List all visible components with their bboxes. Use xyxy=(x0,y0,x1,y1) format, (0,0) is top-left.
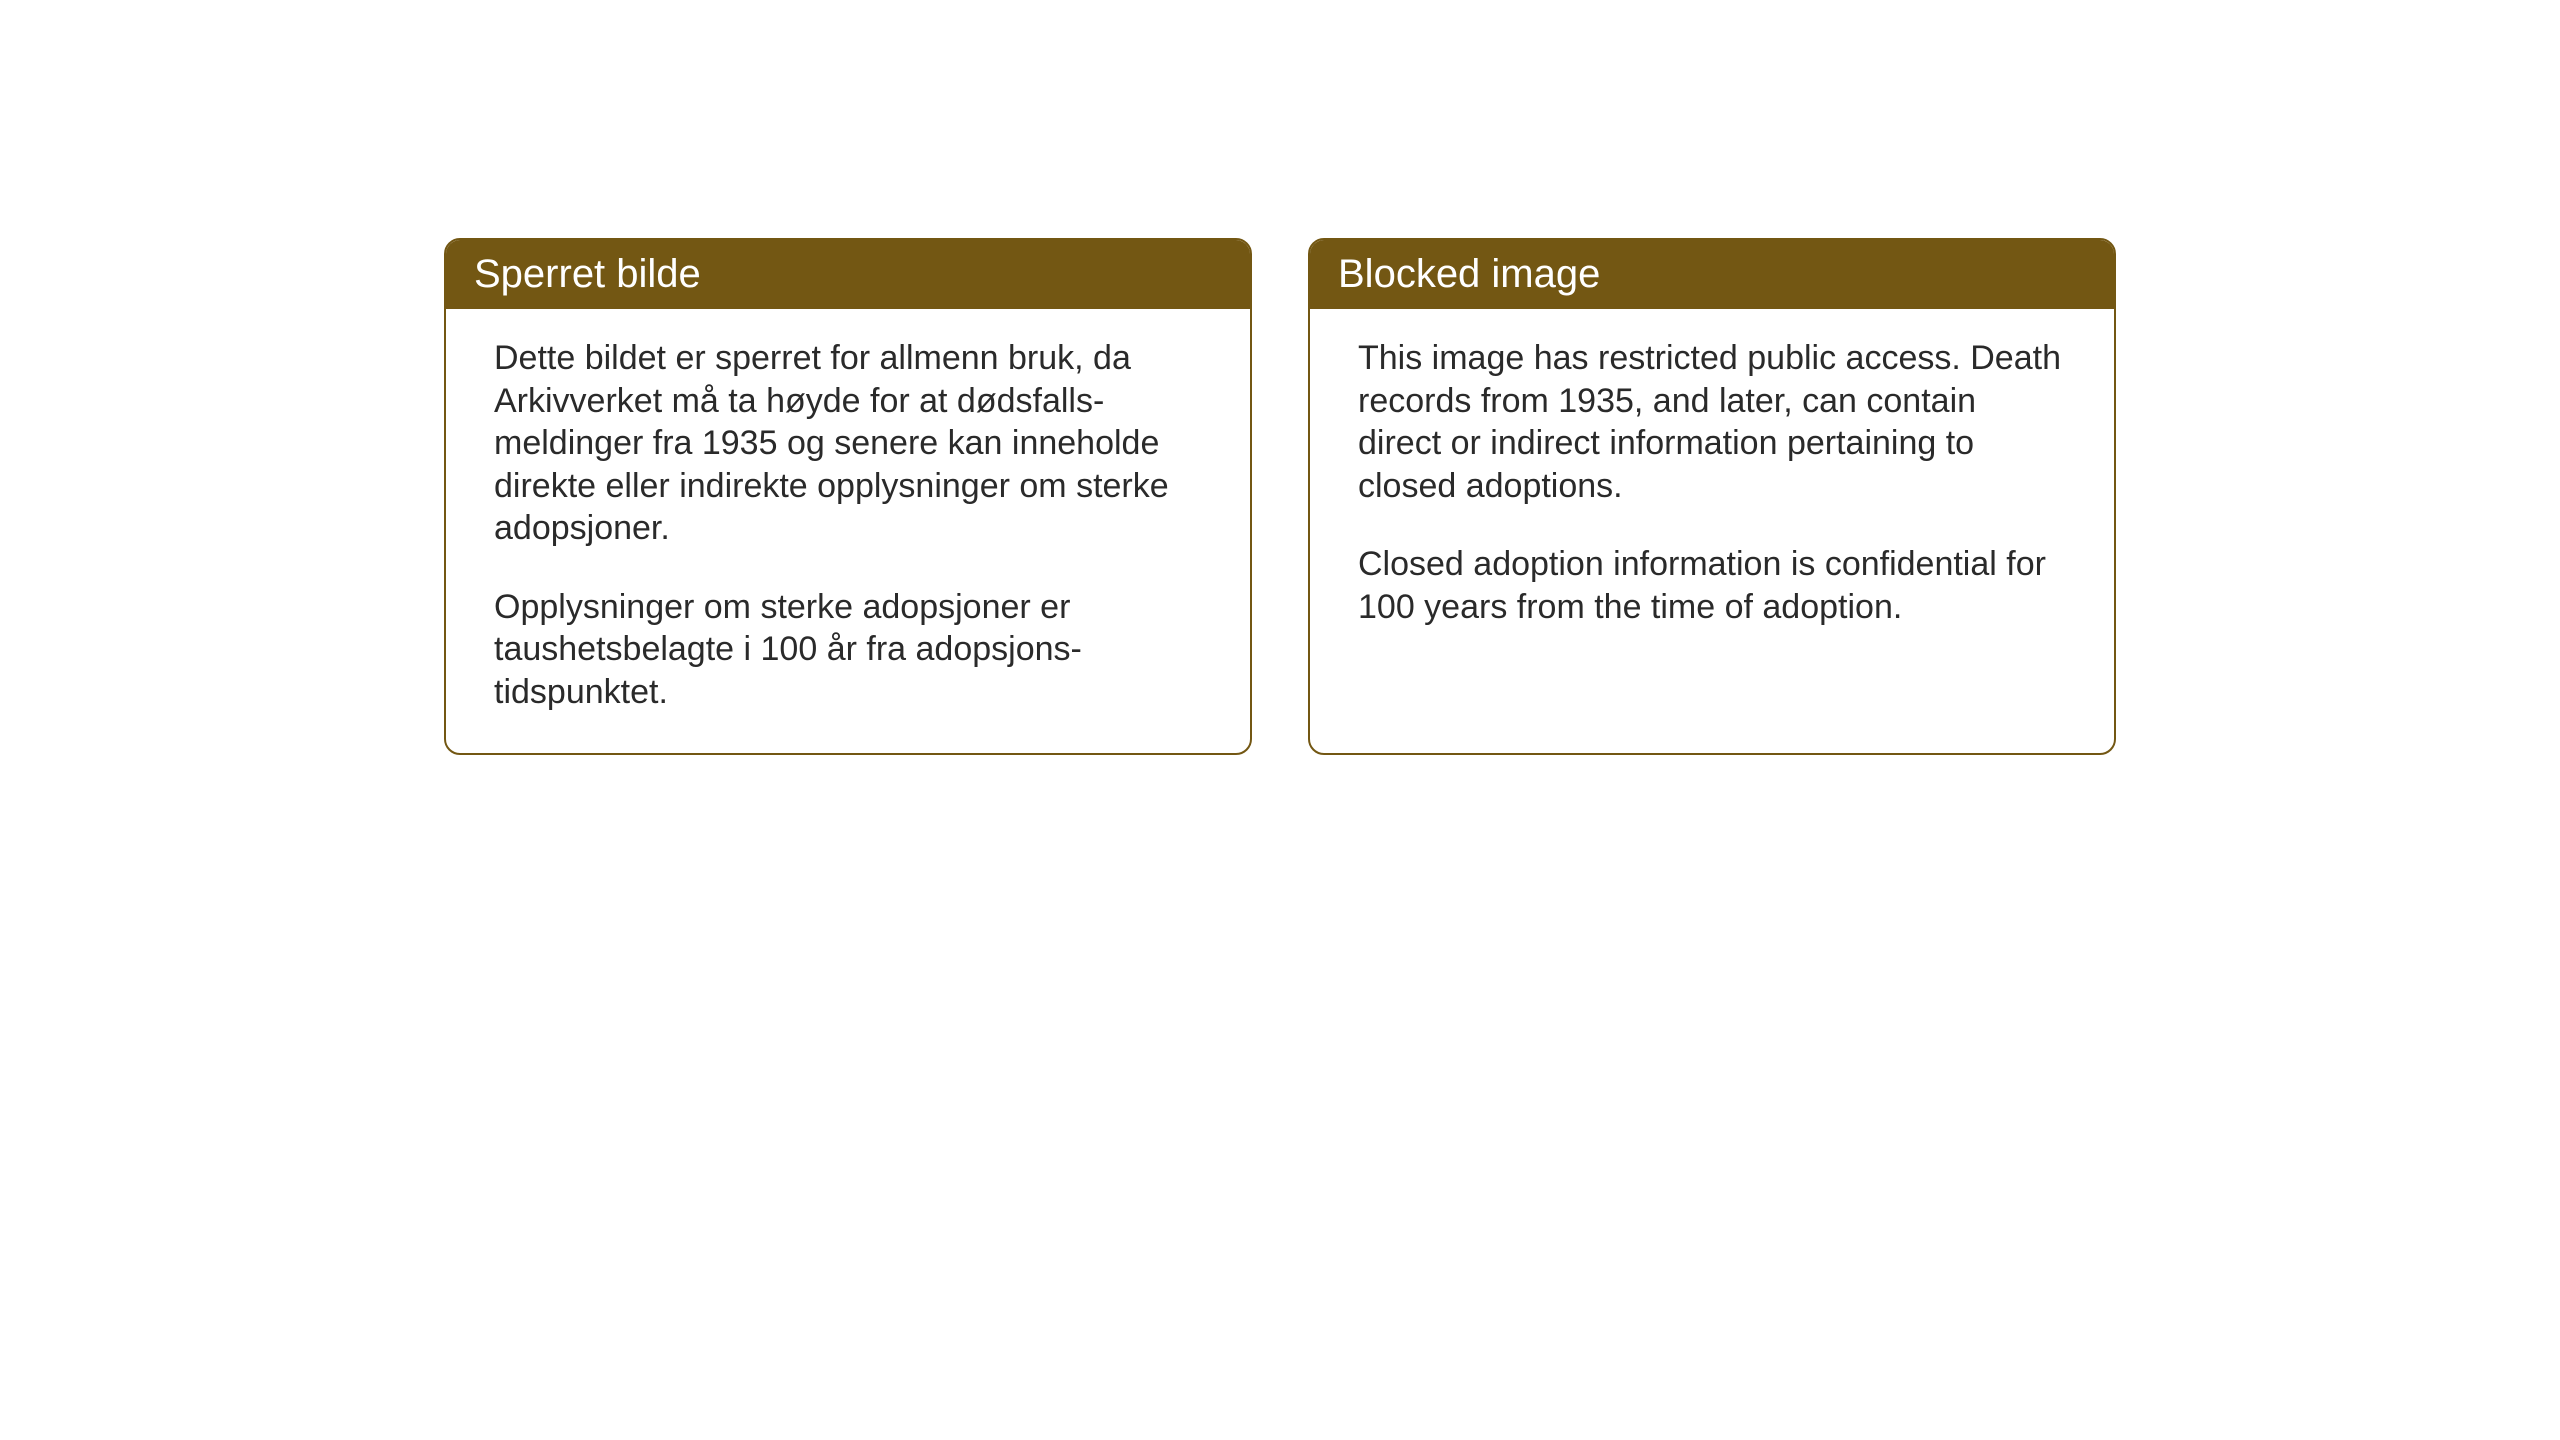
english-card-title: Blocked image xyxy=(1310,240,2114,309)
notice-container: Sperret bilde Dette bildet er sperret fo… xyxy=(444,238,2116,755)
english-paragraph-2: Closed adoption information is confident… xyxy=(1358,543,2066,628)
norwegian-card-title: Sperret bilde xyxy=(446,240,1250,309)
norwegian-card-body: Dette bildet er sperret for allmenn bruk… xyxy=(446,309,1250,753)
english-card-body: This image has restricted public access.… xyxy=(1310,309,2114,739)
norwegian-paragraph-1: Dette bildet er sperret for allmenn bruk… xyxy=(494,337,1202,550)
norwegian-notice-card: Sperret bilde Dette bildet er sperret fo… xyxy=(444,238,1252,755)
norwegian-paragraph-2: Opplysninger om sterke adopsjoner er tau… xyxy=(494,586,1202,714)
english-notice-card: Blocked image This image has restricted … xyxy=(1308,238,2116,755)
english-paragraph-1: This image has restricted public access.… xyxy=(1358,337,2066,507)
